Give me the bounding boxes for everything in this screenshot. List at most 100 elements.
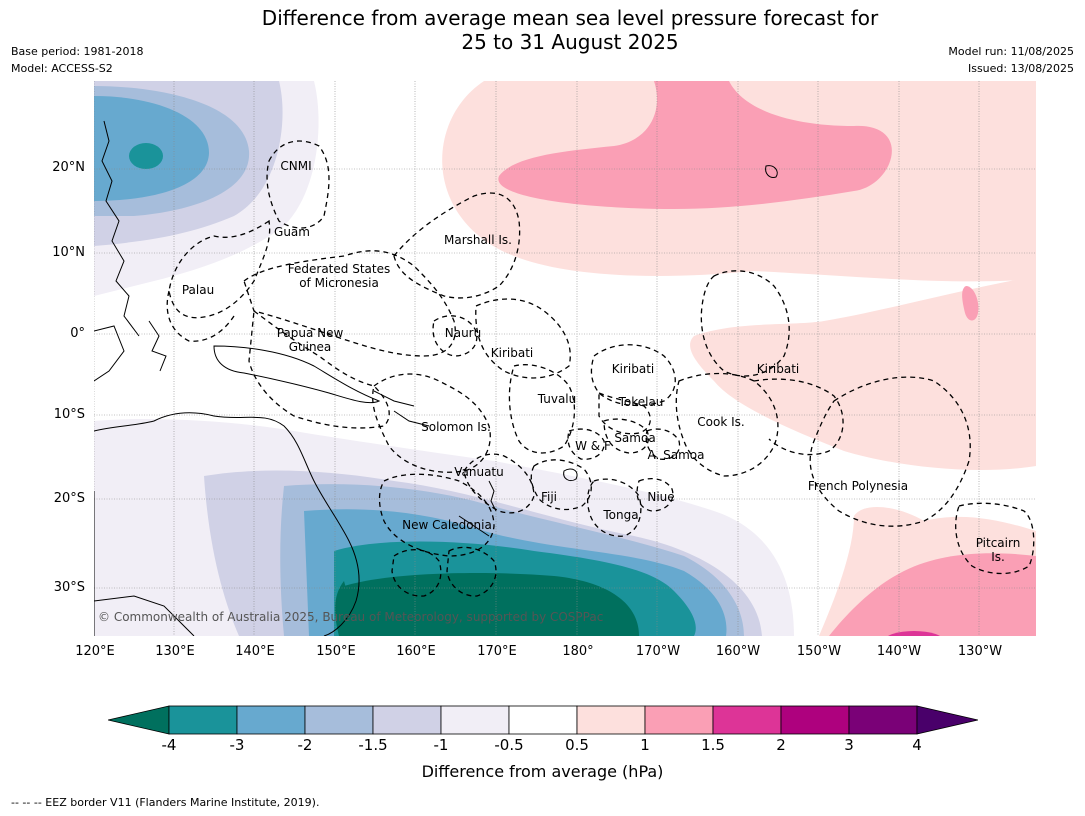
colorbar-bin <box>780 705 850 735</box>
colorbar-bin <box>236 705 306 735</box>
anomaly-fields <box>94 81 1036 636</box>
label-tuvalu: Tuvalu <box>537 392 577 406</box>
meta-left: Base period: 1981-2018 Model: ACCESS-S2 <box>11 43 143 77</box>
colorbar-tick-label: -4 <box>161 736 177 754</box>
colorbar-tick-label: 1 <box>640 736 650 754</box>
eez-samoa <box>603 418 650 454</box>
lon-tick-160w: 160°W <box>715 644 761 659</box>
label-asamoa: A. Samoa <box>648 448 705 462</box>
label-tonga: Tonga <box>602 508 638 522</box>
coast-solomons <box>373 390 430 427</box>
label-pitcairn-2: Is. <box>991 550 1005 564</box>
lat-tick-0: 0° <box>70 326 85 341</box>
eez-legend-note: -- -- -- EEZ border V11 (Flanders Marine… <box>11 796 320 809</box>
eez-norfolk <box>446 546 497 597</box>
label-vanuatu: Vanuatu <box>454 465 504 479</box>
colorbar-bins <box>168 705 918 735</box>
label-fsm-1: Federated States <box>288 262 390 276</box>
label-cnmi: CNMI <box>280 159 311 173</box>
coast-newcal <box>458 515 490 537</box>
eez-newcal <box>378 473 495 557</box>
title-line-2: 25 to 31 August 2025 <box>461 30 679 54</box>
eez-fiji <box>530 459 592 511</box>
lon-tick-140e: 140°E <box>235 644 275 659</box>
eez-tokelau <box>598 392 651 435</box>
eez-nauru <box>432 315 478 357</box>
coast-vanuatu <box>488 480 497 512</box>
colorbar-bin <box>576 705 646 735</box>
colorbar-tick-label: 1.5 <box>701 736 725 754</box>
colorbar-tick-label: -1.5 <box>358 736 388 754</box>
label-png-2: Guinea <box>289 340 332 354</box>
lon-tick-120e: 120°E <box>75 644 115 659</box>
coastlines <box>94 120 778 636</box>
lat-tick-10s: 10°S <box>53 407 85 422</box>
copyright-note: © Commonwealth of Australia 2025, Bureau… <box>98 610 603 624</box>
label-fp: French Polynesia <box>808 479 908 493</box>
coast-newguinea <box>213 345 381 404</box>
coast-fiji <box>563 468 578 482</box>
graticule <box>94 81 1036 636</box>
map-panel[interactable]: CNMI Guam Marshall Is. Federated States … <box>94 81 1036 636</box>
colorbar-extend-min <box>108 705 170 735</box>
label-fsm-2: of Micronesia <box>299 276 379 290</box>
eez-kiribati-c <box>590 344 676 407</box>
colorbar-tick-label: 3 <box>844 736 854 754</box>
colorbar <box>108 705 978 735</box>
eez-fsm <box>243 250 456 357</box>
lon-tick-170e: 170°E <box>477 644 517 659</box>
eez-lordhowe <box>391 549 442 597</box>
lon-tick-160e: 160°E <box>396 644 436 659</box>
se-high-15 <box>829 553 1036 636</box>
colorbar-bin <box>304 705 374 735</box>
colorbar-title: Difference from average (hPa) <box>421 762 664 781</box>
label-kiribati-w: Kiribati <box>491 346 533 360</box>
colorbar-bin <box>848 705 918 735</box>
se-high-2 <box>888 631 940 636</box>
eez-borders <box>166 140 1035 597</box>
model-name: Model: ACCESS-S2 <box>11 62 113 75</box>
colorbar-extend-max <box>916 705 978 735</box>
lat-tick-10n: 10°N <box>52 245 85 260</box>
colorbar-tick-label: 4 <box>912 736 922 754</box>
colorbar-tick-label: -1 <box>433 736 449 754</box>
lon-tick-180: 180° <box>562 644 594 659</box>
colorbar-bin <box>712 705 782 735</box>
eez-tonga <box>587 478 642 537</box>
label-cook: Cook Is. <box>697 415 744 429</box>
base-period: Base period: 1981-2018 <box>11 45 144 58</box>
eez-marshall <box>393 192 521 299</box>
colorbar-bin <box>508 705 578 735</box>
eez-cook <box>675 372 779 477</box>
coast-borneo <box>94 325 125 382</box>
lon-tick-150e: 150°E <box>316 644 356 659</box>
title-line-1: Difference from average mean sea level p… <box>261 6 879 30</box>
label-tokelau: Tokelau <box>618 395 664 409</box>
label-niue: Niue <box>647 490 674 504</box>
colorbar-tick-label: -0.5 <box>494 736 524 754</box>
label-guam: Guam <box>274 225 310 239</box>
lon-tick-130w: 130°W <box>957 644 1003 659</box>
coast-australia <box>94 412 360 636</box>
eez-kiribati-w <box>475 298 571 379</box>
label-fiji: Fiji <box>541 490 557 504</box>
colorbar-bin <box>644 705 714 735</box>
region-labels: CNMI Guam Marshall Is. Federated States … <box>98 159 1020 624</box>
label-kiribati-e: Kiribati <box>757 362 799 376</box>
coast-sulawesi <box>148 320 167 372</box>
lon-tick-130e: 130°E <box>155 644 195 659</box>
coast-philippines <box>101 120 140 337</box>
label-samoa: Samoa <box>614 431 655 445</box>
colorbar-tick-label: -3 <box>229 736 245 754</box>
issued-date: Issued: 13/08/2025 <box>967 62 1074 75</box>
colorbar-tick-label: -2 <box>297 736 313 754</box>
map-svg: CNMI Guam Marshall Is. Federated States … <box>94 81 1036 636</box>
label-palau: Palau <box>182 283 214 297</box>
label-png-1: Papua New <box>277 326 344 340</box>
ep-high-outer <box>690 276 1036 471</box>
colorbar-tick-label: 0.5 <box>565 736 589 754</box>
eez-asamoa <box>645 428 681 460</box>
model-run: Model run: 11/08/2025 <box>948 45 1074 58</box>
label-newcal: New Caledonia <box>402 518 492 532</box>
eez-guam <box>168 219 271 319</box>
